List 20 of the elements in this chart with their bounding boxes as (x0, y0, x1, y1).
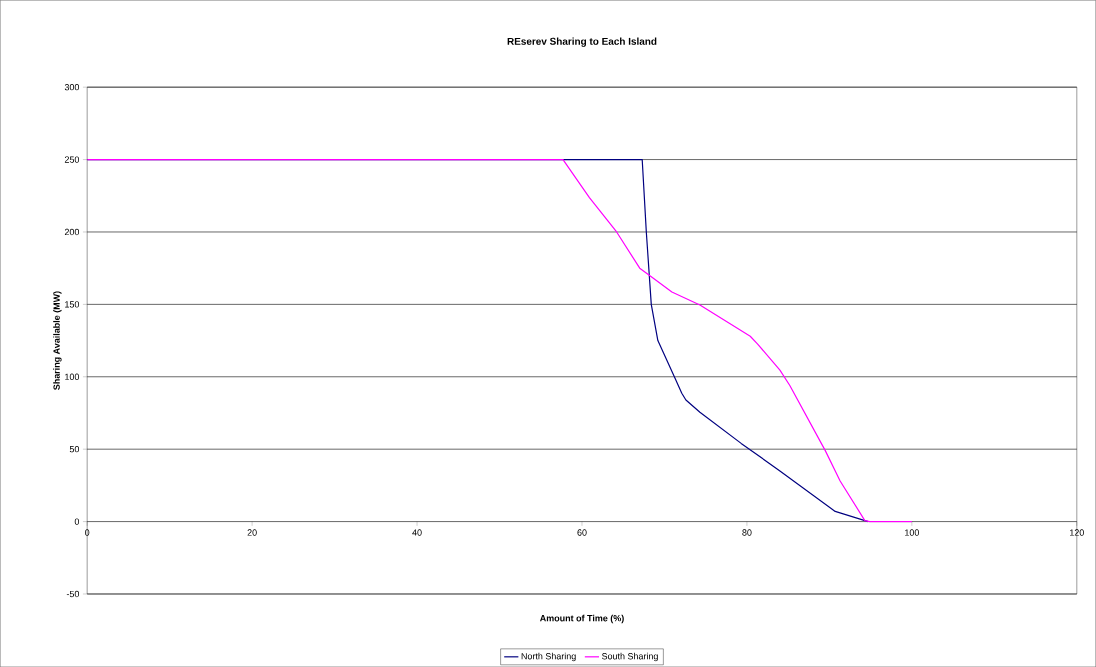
x-tick-label: 80 (742, 529, 752, 536)
chart-title: REserev Sharing to Each Island (507, 37, 657, 47)
x-tick-label: 120 (1070, 529, 1084, 536)
x-tick-label: 60 (577, 529, 587, 536)
x-tick-label: 0 (85, 529, 90, 536)
y-tick-label: 300 (64, 83, 80, 91)
y-tick-label: 250 (64, 156, 80, 163)
y-tick-label: 50 (69, 445, 80, 453)
legend-label: North Sharing (521, 652, 576, 662)
y-tick-label: 100 (65, 373, 80, 380)
x-axis-title: Amount of Time (%) (539, 614, 624, 624)
x-tick-label: 20 (247, 529, 257, 536)
y-axis-title: Sharing Available (MW) (53, 291, 62, 390)
y-tick-label: 0 (74, 518, 80, 525)
legend-label: South Sharing (601, 652, 658, 662)
y-tick-label: -50 (66, 590, 80, 598)
y-tick-label: 200 (64, 228, 80, 236)
y-tick-label: 150 (65, 301, 80, 308)
x-tick-label: 40 (412, 529, 422, 536)
x-tick-label: 100 (905, 529, 919, 536)
